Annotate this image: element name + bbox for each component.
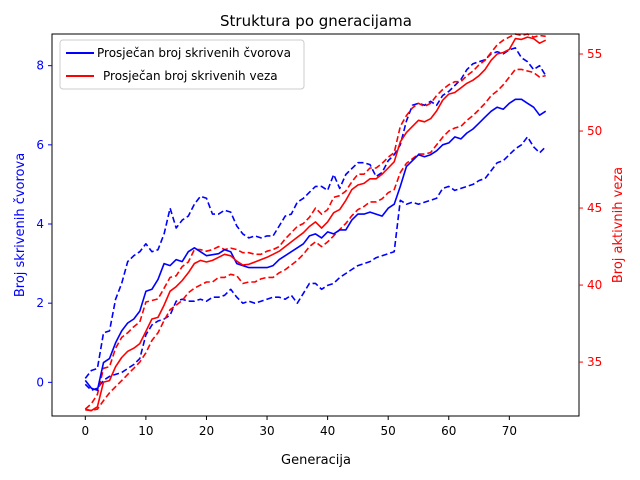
series-line-3 — [84, 136, 547, 392]
y-right-tick-label: 55 — [587, 47, 602, 61]
series-line-2 — [84, 47, 547, 379]
series-line-5 — [85, 68, 546, 412]
legend-label-links: Prosječan broj skrivenih veza — [103, 69, 278, 83]
series-line-1 — [85, 36, 547, 412]
x-tick-label: 0 — [81, 424, 89, 438]
x-tick-label: 50 — [381, 424, 396, 438]
x-axis: 0 10 20 30 40 50 60 70 — [81, 416, 517, 438]
x-tick-label: 40 — [320, 424, 335, 438]
y-left-tick-label: 4 — [36, 217, 44, 231]
y-right-tick-label: 45 — [587, 201, 602, 215]
y-left-tick-label: 0 — [36, 375, 44, 389]
x-tick-label: 20 — [199, 424, 214, 438]
x-tick-label: 70 — [502, 424, 517, 438]
y-axis-left-label: Broj skrivenih čvorova — [13, 153, 28, 297]
legend: Prosječan broj skrivenih čvorova Prosječ… — [59, 39, 305, 90]
x-tick-label: 60 — [441, 424, 456, 438]
y-left-tick-label: 8 — [36, 59, 44, 73]
y-right-tick-label: 50 — [587, 124, 602, 138]
y-left-tick-label: 6 — [36, 138, 44, 152]
series-line-0 — [84, 98, 547, 392]
series-line-4 — [84, 33, 546, 410]
chart-title: Struktura po gneracijama — [220, 12, 412, 30]
legend-box — [59, 39, 305, 90]
y-axis-right-label: Broj aktivnih veza — [611, 167, 626, 283]
y-right-tick-label: 40 — [587, 278, 602, 292]
plot-frame — [51, 33, 580, 417]
y-left-tick-label: 2 — [36, 296, 44, 310]
x-tick-label: 30 — [259, 424, 274, 438]
y-axis-right: 35 40 45 50 55 — [579, 47, 602, 369]
x-tick-label: 10 — [138, 424, 153, 438]
x-axis-label: Generacija — [281, 453, 351, 468]
plot-series — [84, 33, 547, 412]
y-axis-left: 0 2 4 6 8 — [36, 59, 52, 389]
y-right-tick-label: 35 — [587, 355, 602, 369]
legend-label-nodes: Prosječan broj skrivenih čvorova — [97, 46, 291, 60]
